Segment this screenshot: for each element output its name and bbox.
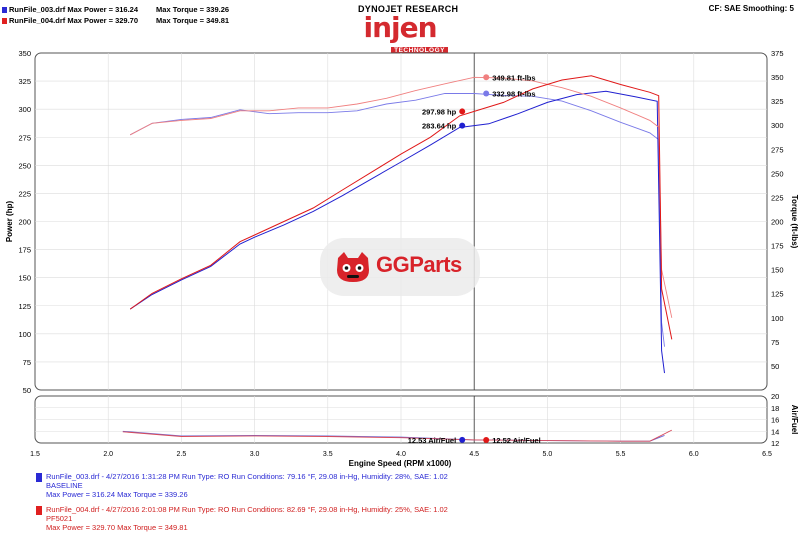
legend-2-conditions: RunFile_004.drf - 4/27/2016 2:01:08 PM R… <box>46 505 448 514</box>
torque-tick-label: 300 <box>771 121 784 130</box>
series-1-power-line <box>129 90 665 374</box>
annotation-marker-1 <box>483 74 490 81</box>
power-tick-label: 100 <box>18 330 31 339</box>
power-tick-label: 200 <box>18 218 31 227</box>
x-axis-title: Engine Speed (RPM x1000) <box>349 459 452 468</box>
x-tick-label: 2.5 <box>177 451 187 458</box>
correction-factor-label: CF: SAE Smoothing: 5 <box>708 4 794 13</box>
power-tick-label: 225 <box>18 189 31 198</box>
annotation-marker-4 <box>459 122 466 129</box>
af-tick-label: 14 <box>771 427 779 436</box>
series-2-af-line <box>122 429 673 442</box>
torque-tick-label: 150 <box>771 266 784 275</box>
legend-2-label: PF5021 <box>46 514 73 523</box>
legend-2-swatch <box>36 506 42 515</box>
annotation-label-6: 12.52 Air/Fuel <box>492 436 541 445</box>
run-1-swatch <box>2 7 7 14</box>
run-2-max-power: RunFile_004.drf Max Power = 329.70 <box>9 16 139 25</box>
x-tick-label: 6.0 <box>689 451 699 458</box>
annotation-label-2: 332.98 ft-lbs <box>492 89 535 98</box>
torque-tick-label: 375 <box>771 49 784 58</box>
torque-tick-label: 50 <box>771 362 779 371</box>
gg-skull-icon <box>337 252 369 282</box>
series-2-power-line <box>129 75 673 340</box>
torque-tick-label: 275 <box>771 145 784 154</box>
legend-run-2: RunFile_004.drf - 4/27/2016 2:01:08 PM R… <box>36 505 448 532</box>
series-1-torque-line <box>129 92 665 347</box>
header-run-2: RunFile_004.drf Max Power = 329.70 Max To… <box>2 16 229 25</box>
brand-title: DYNOJET RESEARCH <box>358 4 459 14</box>
annotation-label-5: 12.53 Air/Fuel <box>408 436 457 445</box>
run-1-max-torque: Max Torque = 339.26 <box>156 5 230 14</box>
power-tick-label: 250 <box>18 161 31 170</box>
torque-tick-label: 200 <box>771 218 784 227</box>
legend-run-1: RunFile_003.drf - 4/27/2016 1:31:28 PM R… <box>36 472 448 499</box>
injen-logo: injen <box>363 11 437 44</box>
x-tick-label: 4.0 <box>396 451 406 458</box>
legend-1-max: Max Power = 316.24 Max Torque = 339.26 <box>46 490 188 499</box>
power-axis-title: Power (hp) <box>5 201 14 243</box>
power-tick-label: 125 <box>18 302 31 311</box>
power-tick-label: 75 <box>23 358 31 367</box>
power-tick-label: 325 <box>18 77 31 86</box>
torque-tick-label: 350 <box>771 73 784 82</box>
annotation-label-1: 349.81 ft-lbs <box>492 73 535 82</box>
torque-axis-title: Torque (ft-lbs) <box>790 195 799 249</box>
legend-2-max: Max Power = 329.70 Max Torque = 349.81 <box>46 523 188 532</box>
af-tick-label: 18 <box>771 404 779 413</box>
torque-tick-label: 75 <box>771 338 779 347</box>
annotation-label-4: 283.64 hp <box>422 122 457 131</box>
power-tick-label: 175 <box>18 246 31 255</box>
annotation-marker-6 <box>483 436 490 443</box>
power-tick-label: 350 <box>18 49 31 58</box>
legend-1-swatch <box>36 473 42 482</box>
power-tick-label: 50 <box>23 386 31 395</box>
af-axis-title: Air/Fuel <box>790 405 799 435</box>
x-tick-label: 1.5 <box>30 451 40 458</box>
af-tick-label: 20 <box>771 392 779 401</box>
x-tick-label: 2.0 <box>103 451 113 458</box>
x-tick-label: 4.5 <box>469 451 479 458</box>
watermark: GGParts <box>320 238 480 296</box>
brand-logo-block: injen TECHNOLOGY <box>352 14 448 57</box>
torque-tick-label: 325 <box>771 97 784 106</box>
af-tick-label: 12 <box>771 439 779 448</box>
watermark-text: GGParts <box>376 252 462 277</box>
run-2-swatch <box>2 18 7 25</box>
torque-tick-label: 100 <box>771 314 784 323</box>
run-2-max-torque: Max Torque = 349.81 <box>156 16 230 25</box>
x-tick-label: 3.5 <box>323 451 333 458</box>
power-tick-label: 300 <box>18 105 31 114</box>
annotation-label-3: 297.98 hp <box>422 107 457 116</box>
series-2-torque-line <box>129 76 673 318</box>
torque-tick-label: 250 <box>771 169 784 178</box>
x-tick-label: 6.5 <box>762 451 772 458</box>
torque-tick-label: 225 <box>771 193 784 202</box>
af-tick-label: 16 <box>771 416 779 425</box>
torque-tick-label: 175 <box>771 242 784 251</box>
power-tick-label: 150 <box>18 274 31 283</box>
annotation-marker-2 <box>483 90 490 97</box>
legend-1-conditions: RunFile_003.drf - 4/27/2016 1:31:28 PM R… <box>46 472 448 481</box>
torque-tick-label: 125 <box>771 290 784 299</box>
power-tick-label: 275 <box>18 133 31 142</box>
brand-subtitle: TECHNOLOGY <box>391 47 448 54</box>
annotation-marker-3 <box>459 108 466 115</box>
annotation-marker-5 <box>459 436 466 443</box>
run-1-max-power: RunFile_003.drf Max Power = 316.24 <box>9 5 139 14</box>
x-tick-label: 5.0 <box>543 451 553 458</box>
header-run-1: RunFile_003.drf Max Power = 316.24 Max To… <box>2 5 229 14</box>
legend-1-label: BASELINE <box>46 481 83 490</box>
x-tick-label: 3.0 <box>250 451 260 458</box>
x-tick-label: 5.5 <box>616 451 626 458</box>
